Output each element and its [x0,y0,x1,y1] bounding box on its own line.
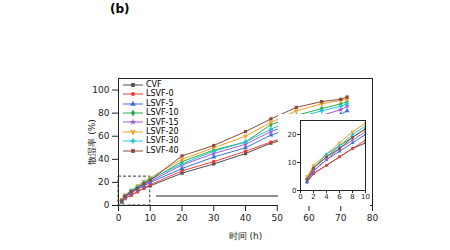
svg-text:20: 20 [176,213,188,223]
svg-text:6: 6 [337,193,342,201]
svg-text:40: 40 [240,213,252,223]
svg-text:100: 100 [92,85,109,95]
html-text:LSVF-0: LSVF-0 [146,89,174,99]
svg-text:80: 80 [98,108,110,118]
svg-text:40: 40 [98,154,110,164]
svg-text:0: 0 [104,200,110,210]
svg-text:20: 20 [288,131,297,139]
svg-text:10: 10 [145,213,157,223]
html-text:LSVF-5: LSVF-5 [146,98,174,108]
svg-text:30: 30 [208,213,220,223]
svg-text:20: 20 [98,177,110,187]
svg-text:散湿率 (%): 散湿率 (%) [87,119,97,164]
html-text:(b): (b) [110,2,130,16]
svg-text:0: 0 [298,193,302,201]
html-text:CVF: CVF [146,80,162,89]
svg-text:时间 (h): 时间 (h) [229,231,263,241]
svg-text:50: 50 [272,213,284,223]
svg-text:0: 0 [292,187,296,195]
svg-text:10: 10 [288,159,297,167]
svg-text:4: 4 [324,193,329,201]
html-text:LSVF-10: LSVF-10 [146,108,179,118]
svg-text:60: 60 [303,213,315,223]
svg-text:8: 8 [350,193,354,201]
svg-text:2: 2 [311,193,315,201]
svg-text:60: 60 [98,131,110,141]
html-text:LSVF-30: LSVF-30 [146,136,179,146]
html-text:LSVF-15: LSVF-15 [146,117,179,127]
svg-text:70: 70 [335,213,347,223]
svg-text:10: 10 [361,193,370,201]
html-text:LSVF-40: LSVF-40 [146,145,179,155]
html-text:LSVF-20: LSVF-20 [146,127,179,136]
svg-text:0: 0 [116,213,122,223]
svg-text:80: 80 [367,213,379,223]
